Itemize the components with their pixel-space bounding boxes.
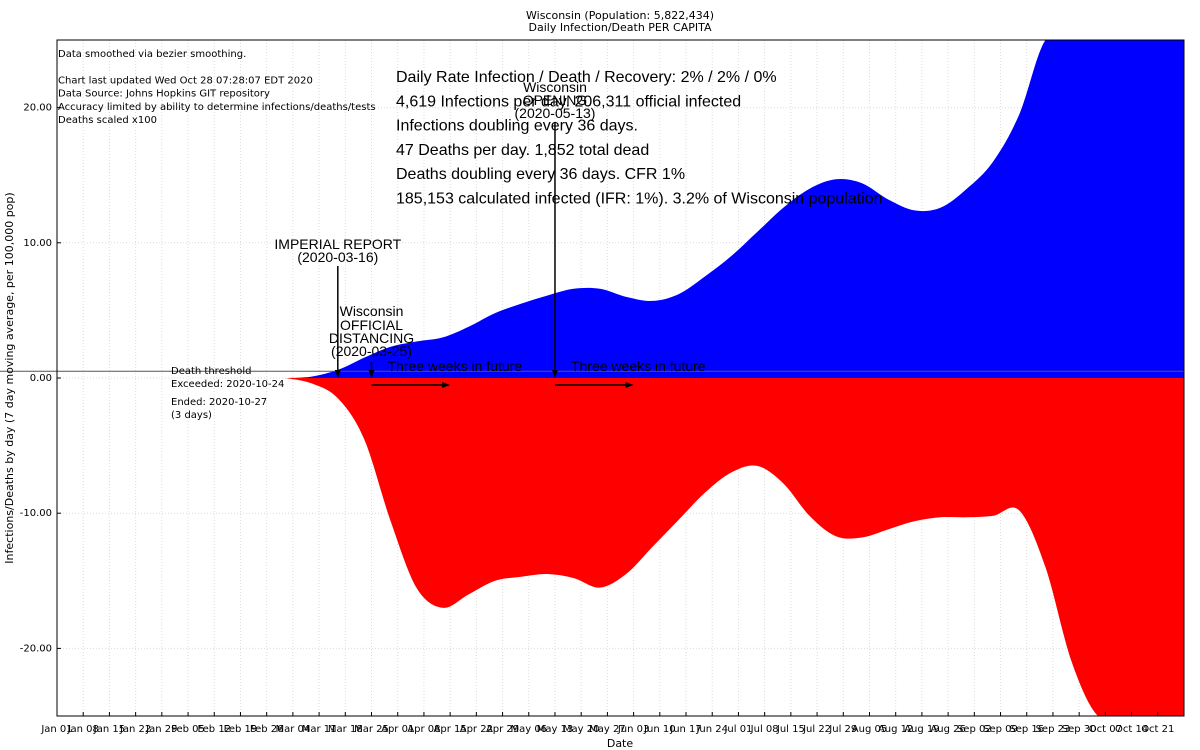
x-tick-label: Aug 12 (878, 724, 913, 735)
x-tick-label: Aug 26 (930, 724, 965, 735)
opening-label: Wisconsin (523, 79, 587, 95)
x-tick-label: May 27 (589, 724, 626, 735)
x-tick-label: Sep 09 (983, 724, 1018, 735)
x-tick-label: Jul 15 (776, 724, 805, 735)
x-tick-label: Feb 05 (171, 724, 205, 735)
x-tick-label: Oct 07 (1089, 724, 1122, 735)
opening-future-arrowhead (625, 382, 634, 388)
three-weeks-label: Three weeks in future (571, 358, 706, 374)
death-threshold-text: Ended: 2020-10-27 (171, 397, 267, 408)
x-tick-label: Feb 26 (250, 724, 284, 735)
x-tick-label: Jan 22 (119, 724, 151, 735)
info-text: Accuracy limited by ability to determine… (58, 102, 376, 113)
x-tick-label: Feb 19 (224, 724, 258, 735)
x-tick-label: Jun 10 (643, 724, 676, 735)
distancing-date: (2020-03-25) (331, 343, 412, 359)
distancing-future-arrowhead (442, 382, 451, 388)
x-tick-label: Aug 05 (852, 724, 887, 735)
opening-label: OPENING (523, 92, 588, 108)
opening-date: (2020-05-13) (515, 105, 596, 121)
x-tick-label: Mar 18 (328, 724, 363, 735)
stats-text: Infections doubling every 36 days. (396, 118, 638, 135)
x-tick-label: Jan 08 (67, 724, 99, 735)
deaths-area (285, 378, 1184, 716)
x-axis-label: Date (607, 737, 634, 750)
x-tick-label: Jun 17 (669, 724, 702, 735)
annotations: Data smoothed via bezier smoothing. Chart… (58, 49, 883, 421)
x-tick-label: May 13 (537, 724, 574, 735)
x-tick-label: Mar 11 (302, 724, 337, 735)
stats-text: Deaths doubling every 36 days. CFR 1% (396, 166, 685, 183)
imperial-arrowhead (334, 370, 341, 378)
x-tick-label: Aug 19 (904, 724, 939, 735)
x-tick-label: Oct 21 (1141, 724, 1174, 735)
x-tick-label: Apr 22 (460, 724, 493, 735)
x-tick-label: Jan 01 (40, 724, 72, 735)
chart-subtitle: Daily Infection/Death PER CAPITA (529, 21, 712, 34)
stats-text: 185,153 calculated infected (IFR: 1%). 3… (396, 191, 883, 208)
x-tick-label: Jul 22 (802, 724, 831, 735)
x-tick-label: Apr 15 (434, 724, 467, 735)
x-tick-label: Jul 08 (750, 724, 779, 735)
x-tick-label: Sep 02 (957, 724, 992, 735)
death-threshold-text: Exceeded: 2020-10-24 (171, 379, 284, 390)
y-tick-label: -10.00 (20, 508, 52, 519)
y-axis-label: Infections/Deaths by day (7 day moving a… (3, 192, 16, 563)
x-tick-label: Mar 25 (354, 724, 389, 735)
three-weeks-label: Three weeks in future (388, 358, 523, 374)
stats-text: Daily Rate Infection / Death / Recovery:… (396, 69, 777, 86)
x-tick-label: Apr 08 (407, 724, 440, 735)
x-tick-label: Sep 16 (1009, 724, 1044, 735)
x-tick-label: Feb 12 (197, 724, 231, 735)
imperial-label: IMPERIAL REPORT (274, 236, 401, 252)
x-tick-label: Mar 04 (275, 724, 310, 735)
info-text: Chart last updated Wed Oct 28 07:28:07 E… (58, 75, 313, 86)
x-tick-label: Oct 14 (1115, 724, 1148, 735)
y-tick-label: 10.00 (23, 238, 52, 249)
x-tick-label: Jan 29 (145, 724, 177, 735)
info-text: Data Source: Johns Hopkins GIT repositor… (58, 89, 270, 100)
distancing-label: DISTANCING (329, 330, 414, 346)
x-tick-label: Apr 01 (381, 724, 414, 735)
chart-title: Wisconsin (Population: 5,822,434) (526, 9, 714, 22)
x-tick-label: May 20 (563, 724, 600, 735)
x-tick-label: Jul 01 (723, 724, 752, 735)
x-tick-label: Sep 30 (1062, 724, 1097, 735)
distancing-arrowhead (368, 370, 375, 378)
distancing-label: OFFICIAL (340, 317, 403, 333)
x-tick-label: Jan 15 (93, 724, 125, 735)
distancing-label: Wisconsin (340, 303, 404, 319)
plot-areas (285, 40, 1184, 716)
y-tick-label: 20.00 (23, 103, 52, 114)
x-tick-label: Apr 29 (486, 724, 519, 735)
opening-arrowhead (551, 370, 558, 378)
stats-text: 4,619 Infections per day. 206,311 offici… (396, 93, 741, 110)
y-tick-label: -20.00 (20, 643, 52, 654)
imperial-date: (2020-03-16) (297, 249, 378, 265)
y-tick-label: 0.00 (30, 373, 52, 384)
x-tick-label: Jun 24 (695, 724, 728, 735)
death-threshold-text: (3 days) (171, 410, 212, 421)
infections-area (285, 40, 1184, 378)
info-text: Deaths scaled x100 (58, 115, 157, 126)
info-text: Data smoothed via bezier smoothing. (58, 49, 246, 60)
stats-text: 47 Deaths per day. 1,852 total dead (396, 142, 649, 159)
x-tick-label: Sep 23 (1036, 724, 1071, 735)
x-tick-label: Jun 03 (617, 724, 650, 735)
x-tick-label: Jul 29 (828, 724, 857, 735)
x-tick-label: May 06 (510, 724, 547, 735)
death-threshold-text: Death threshold (171, 366, 252, 377)
